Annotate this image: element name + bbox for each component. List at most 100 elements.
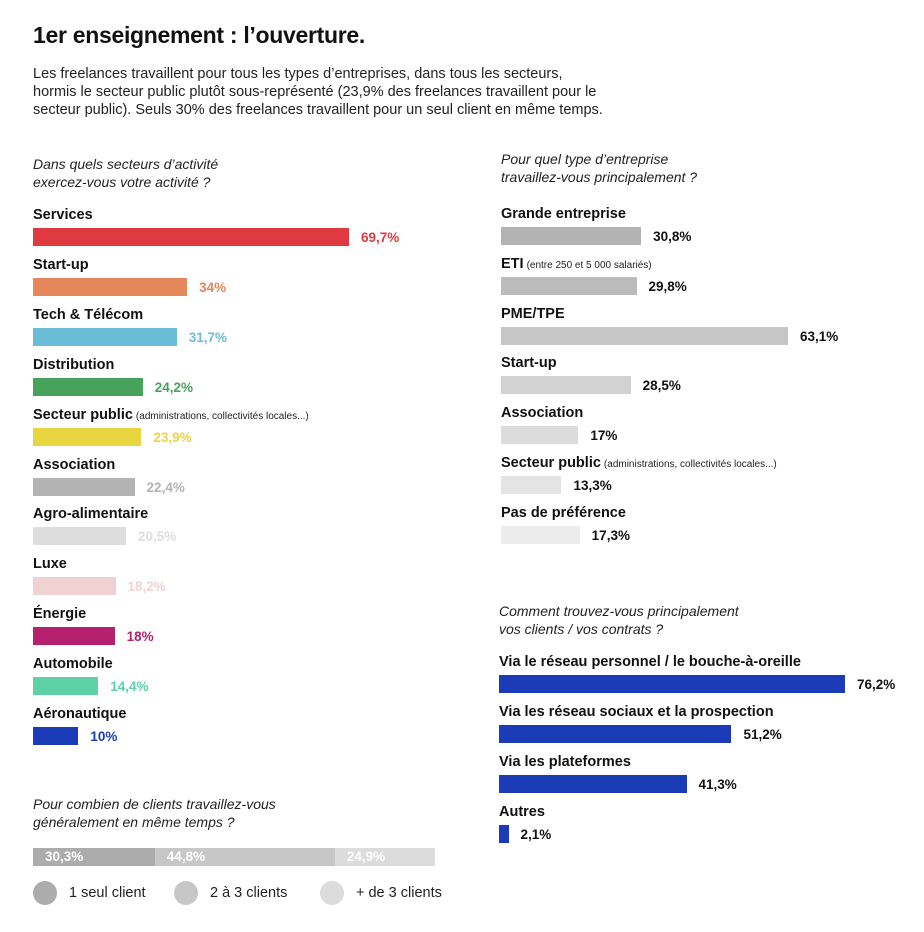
- bar-category-label: Autres: [499, 804, 545, 820]
- bar-label: PME/TPE: [501, 306, 565, 322]
- bar-category-label: Agro-alimentaire: [33, 506, 149, 523]
- bar-label: Services: [33, 207, 93, 223]
- question-line: Comment trouvez-vous principalement: [499, 603, 739, 619]
- clients-count-stacked-bar: 30,3% 44,8% 24,9%: [33, 848, 435, 866]
- bar-label: Automobile: [33, 656, 113, 672]
- bar: [33, 228, 349, 246]
- bar-category-label: Grande entreprise: [501, 206, 626, 222]
- legend-label: 2 à 3 clients: [210, 885, 288, 901]
- bar-value-label: 13,3%: [573, 478, 612, 493]
- bar-category-label: Luxe: [33, 556, 67, 573]
- bar-row: Start-up 34%: [33, 257, 473, 307]
- intro-text: Les freelances travaillent pour tous les…: [33, 65, 733, 119]
- bar: [501, 426, 579, 445]
- bar-category-label: Aéronautique: [33, 706, 127, 722]
- bar-value-label: 18,2%: [127, 579, 166, 595]
- bar-row: Secteur public (administrations, collecti…: [501, 455, 911, 505]
- bar-row: Services 69,7%: [33, 207, 473, 257]
- bar-value-label: 17%: [590, 428, 618, 444]
- bar-row: PME/TPE 63,1%: [501, 306, 911, 356]
- bar-value-label: 17,3%: [591, 527, 630, 543]
- clients-source-bar-chart: Via le réseau personnel / le bouche-à-or…: [499, 654, 914, 864]
- bar-row: Via le réseau personnel / le bouche-à-or…: [499, 654, 914, 704]
- bar-label: Secteur public (administrations, collecti…: [33, 407, 309, 423]
- segment-value-label: 44,8%: [166, 849, 206, 864]
- bar-value-label: 41,3%: [698, 777, 737, 792]
- bar-row: Association 22,4%: [33, 457, 473, 507]
- bar-row: Start-up 28,5%: [501, 355, 911, 405]
- bar-row: Grande entreprise 30,8%: [501, 206, 911, 256]
- bar-value-label: 24,2%: [154, 379, 193, 395]
- bar-label: Association: [33, 457, 115, 473]
- bar: [33, 577, 116, 596]
- bar: [33, 727, 79, 745]
- legend-swatch: [174, 881, 198, 905]
- clients-count-legend: 1 seul client 2 à 3 clients + de 3 clients: [33, 881, 493, 905]
- bar-category-label: Start-up: [33, 256, 89, 273]
- bar-row: Aéronautique 10%: [33, 706, 473, 756]
- legend-label: 1 seul client: [69, 885, 146, 901]
- bar: [33, 677, 99, 696]
- bar-category-label: Start-up: [501, 355, 557, 372]
- bar-category-label: Via les plateformes: [499, 754, 631, 770]
- bar-row: Agro-alimentaire 20,5%: [33, 506, 473, 556]
- bar-row: Luxe 18,2%: [33, 556, 473, 606]
- bar: [499, 675, 845, 693]
- bar-label: Luxe: [33, 556, 67, 572]
- bar: [501, 276, 637, 295]
- bar-category-label: Distribution: [33, 356, 115, 373]
- bar-value-label: 69,7%: [361, 230, 400, 245]
- bar-category-label: ETI: [501, 255, 524, 272]
- bar-row: Énergie 18%: [33, 606, 473, 656]
- bar-row: Association 17%: [501, 405, 911, 455]
- bar-value-label: 10%: [90, 729, 118, 744]
- bar-value-label: 29,8%: [648, 278, 687, 294]
- bar: [33, 377, 143, 396]
- bar-category-label: Services: [33, 207, 93, 223]
- bar-value-label: 51,2%: [743, 727, 782, 742]
- question-line: travaillez-vous principalement ?: [501, 169, 698, 185]
- bar-label: Grande entreprise: [501, 206, 626, 222]
- bar-category-label: PME/TPE: [501, 305, 565, 322]
- bar-label: Start-up: [33, 257, 89, 273]
- question-line: Pour quel type d’entreprise: [501, 151, 669, 167]
- bar-value-label: 2,1%: [520, 827, 552, 842]
- bar-category-label: Association: [501, 405, 584, 422]
- bar-category-label: Tech & Télécom: [33, 306, 144, 323]
- bar-row: Autres 2,1%: [499, 804, 914, 854]
- question-line: Pour combien de clients travaillez-vous: [33, 796, 276, 812]
- bar-row: Automobile 14,4%: [33, 656, 473, 706]
- bar-category-label: Secteur public: [33, 406, 133, 423]
- stacked-segment: 44,8%: [154, 848, 335, 866]
- bar-label: Autres: [499, 804, 545, 820]
- bar: [499, 775, 687, 793]
- legend-label: + de 3 clients: [356, 885, 442, 901]
- sectors-bar-chart: Services 69,7% Start-up 34% Tech & Télécom 31…: [33, 207, 473, 767]
- clients-source-question: Comment trouvez-vous principalement vos …: [499, 602, 739, 638]
- question-line: exercez-vous votre activité ?: [33, 174, 211, 190]
- bar-value-label: 30,8%: [653, 229, 692, 244]
- question-line: généralement en même temps ?: [33, 814, 235, 830]
- bar-label: Agro-alimentaire: [33, 506, 148, 522]
- bar-label: Aéronautique: [33, 706, 126, 722]
- bar-label: Distribution: [33, 357, 114, 373]
- bar-label: Secteur public (administrations, collecti…: [501, 455, 777, 471]
- page-title: 1er enseignement : l’ouverture.: [33, 22, 365, 48]
- stacked-segment: 30,3%: [33, 848, 155, 866]
- bar-row: Secteur public (administrations, collecti…: [33, 407, 473, 457]
- question-line: Dans quels secteurs d’activité: [33, 156, 219, 172]
- legend-swatch: [33, 881, 57, 905]
- bar: [501, 326, 788, 345]
- bar-row: Via les réseau sociaux et la prospection…: [499, 704, 914, 754]
- bar: [499, 825, 509, 843]
- bar: [33, 627, 115, 646]
- question-line: vos clients / vos contrats ?: [499, 621, 664, 637]
- bar-category-label: Secteur public: [501, 455, 601, 471]
- segment-value-label: 30,3%: [45, 849, 84, 864]
- bar-label: Via le réseau personnel / le bouche-à-or…: [499, 654, 801, 670]
- company-type-bar-chart: Grande entreprise 30,8% ETI (entre 250 et 5…: [501, 206, 911, 566]
- bar-category-note: (administrations, collectivités locales.…: [603, 459, 777, 470]
- company-type-question: Pour quel type d’entreprise travaillez-v…: [501, 150, 697, 186]
- bar-value-label: 14,4%: [110, 679, 149, 695]
- bar-value-label: 22,4%: [146, 479, 185, 495]
